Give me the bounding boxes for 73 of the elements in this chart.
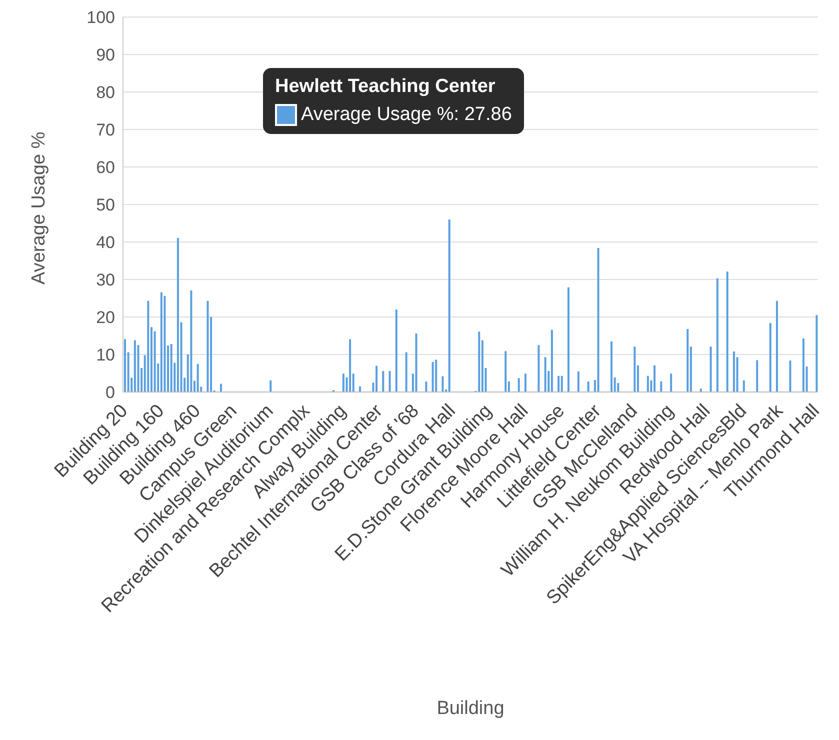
bar [220,384,222,392]
bar [769,323,772,392]
y-axis-title: Average Usage % [28,132,50,284]
y-tick-label: 20 [96,308,115,328]
bar [170,344,172,392]
bar [670,374,672,392]
bar [206,300,209,392]
bar [270,380,272,392]
bar [756,360,758,392]
bar [567,287,570,392]
x-axis-title: Building [436,698,504,719]
y-tick-label: 0 [106,383,115,402]
bar [654,365,656,392]
bar [524,374,526,392]
bar [388,371,391,392]
bar [176,238,179,392]
bar [442,376,444,392]
bar [634,346,636,392]
bar [432,362,434,392]
annotation: Average Usage %: 27.86 [301,104,512,126]
bar [742,380,745,392]
bar [558,376,560,392]
bar [560,376,563,392]
bar [435,360,438,392]
bar [726,272,728,392]
bar [134,340,136,392]
bar [550,330,553,392]
bar [405,352,408,392]
y-tick-label: 90 [96,46,115,65]
bar [196,364,199,392]
y-tick-label: 100 [86,8,115,28]
bar [610,341,612,392]
y-tick-label: 70 [96,120,115,140]
y-tick-label: 30 [96,270,115,290]
bar [164,296,166,392]
bar [190,290,192,392]
bar [646,376,649,392]
annotation: Hewlett Teaching Center [275,76,496,98]
bar [597,248,600,392]
bar [147,300,150,392]
tooltip-panel: Hewlett Teaching Center Average Usage %: 27.86 [263,68,524,134]
bar [448,220,450,392]
bar [789,360,792,392]
bar [376,366,378,392]
bar [518,378,520,392]
bar [395,310,398,392]
bar [776,300,778,392]
bar [686,329,689,392]
y-tick-label: 60 [96,158,115,178]
bar [716,278,718,392]
bar [160,292,162,392]
y-tick-label: 50 [96,196,115,215]
bar [710,346,712,392]
bar [577,371,580,392]
bar [802,338,804,392]
bar [154,331,156,392]
bar [342,374,344,392]
y-tick-label: 40 [96,233,115,252]
bar [382,371,384,392]
bar [425,382,428,392]
bar [816,315,818,392]
bar [538,345,540,392]
bar [504,351,507,392]
bar [544,357,546,392]
bar [415,334,418,392]
y-tick-label: 80 [96,83,115,102]
bar [124,339,126,392]
y-tick-label: 10 [96,346,115,365]
bar [478,332,480,392]
bar [349,339,352,392]
bar [660,382,662,392]
bar [732,352,735,392]
bar [587,382,590,392]
